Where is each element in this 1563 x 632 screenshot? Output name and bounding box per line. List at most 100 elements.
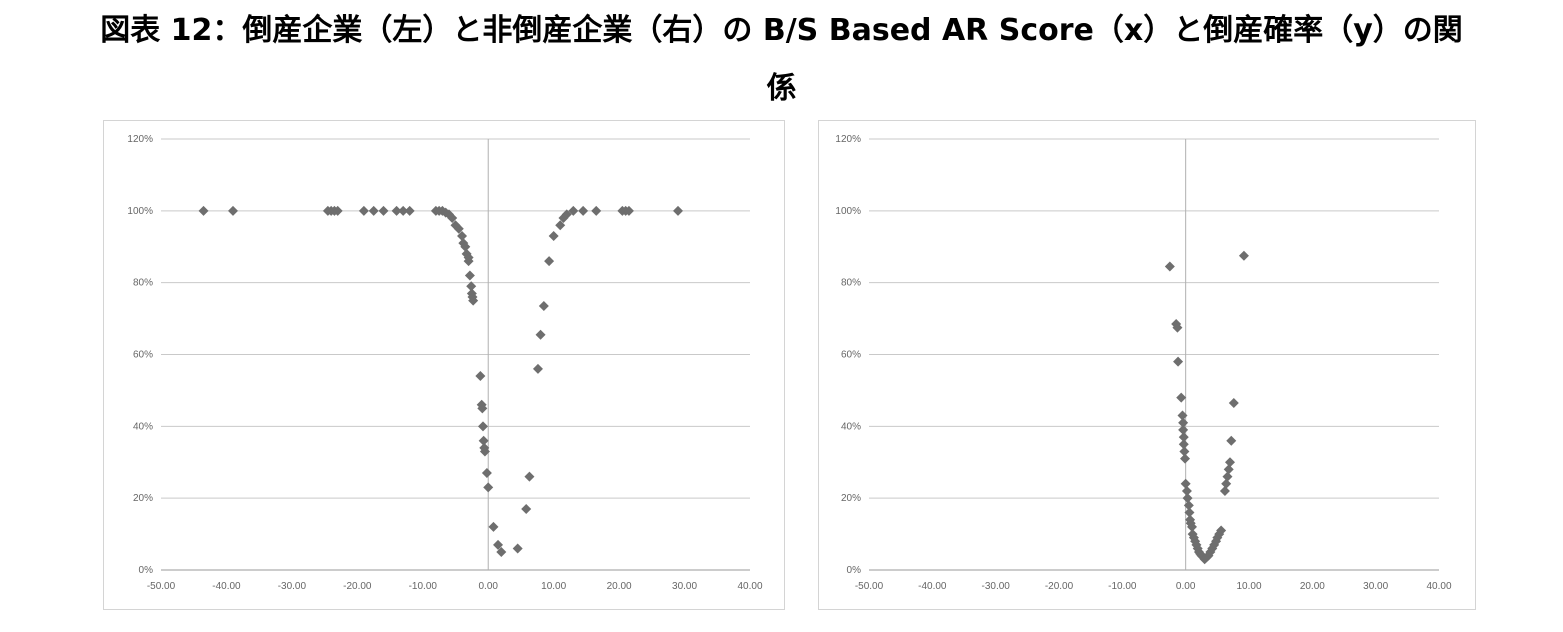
left-data-point [404, 205, 415, 216]
left-x-tick-label: 30.00 [672, 581, 697, 592]
right-data-point [1181, 485, 1192, 496]
left-data-point [568, 205, 579, 216]
right-x-tick-label: -10.00 [1108, 581, 1137, 592]
chart-bankrupt-companies: 0% 20% 40% 60% 80% 100% 120% -50.00 -40.00 -30.00… [103, 120, 785, 610]
left-x-tick-label: -10.00 [409, 581, 438, 592]
figure-title: 図表 12：倒産企業（左）と非倒産企業（右）の B/S Based AR Sco… [100, 13, 1463, 48]
right-x-tick-label: -50.00 [855, 581, 884, 592]
left-data-point [558, 213, 569, 224]
left-data-point [532, 363, 543, 374]
right-data-point [1180, 478, 1191, 489]
right-data-point [1179, 446, 1190, 457]
figure-title-continuation: 係 [766, 71, 797, 106]
right-data-point [1203, 550, 1214, 561]
left-x-tick-label: -40.00 [212, 581, 241, 592]
left-data-point [544, 256, 555, 267]
right-data-point [1178, 417, 1189, 428]
left-data-point [496, 547, 507, 558]
left-x-tick-label: -20.00 [343, 581, 372, 592]
left-data-point [358, 205, 369, 216]
left-x-tick-label: 40.00 [737, 581, 762, 592]
right-data-point [1228, 397, 1239, 408]
left-data-point [457, 230, 468, 241]
left-data-point [466, 281, 477, 292]
right-data-point [1183, 500, 1194, 511]
left-data-point [479, 446, 490, 457]
right-y-tick-label: 100% [835, 206, 861, 217]
scatter-plot-left: 0% 20% 40% 60% 80% 100% 120% -50.00 -40.00 -30.00… [127, 134, 763, 592]
left-data-point [524, 471, 535, 482]
left-data-point [464, 270, 475, 281]
right-x-tick-label: -30.00 [981, 581, 1010, 592]
left-x-tick-label: 20.00 [607, 581, 632, 592]
left-data-point [591, 205, 602, 216]
right-y-tick-label: 80% [841, 278, 861, 289]
right-data-point [1223, 464, 1234, 475]
chart-non-bankrupt-companies: 0% 20% 40% 60% 80% 100% 120% -50.00 -40.00 -30.00… [818, 120, 1476, 610]
left-data-point [368, 205, 379, 216]
left-data-point [332, 205, 343, 216]
left-data-point [477, 421, 488, 432]
left-data-point [521, 503, 532, 514]
right-data-point [1164, 261, 1175, 272]
left-y-tick-label: 80% [133, 278, 153, 289]
left-data-point [437, 205, 448, 216]
left-data-point [548, 230, 559, 241]
right-y-tick-label: 60% [841, 350, 861, 361]
left-data-point [461, 248, 472, 259]
left-data-point [463, 256, 474, 267]
left-data-point [512, 543, 523, 554]
left-data-point [460, 241, 471, 252]
right-data-point [1216, 525, 1227, 536]
right-data-point [1173, 356, 1184, 367]
left-y-tick-label: 100% [127, 206, 153, 217]
right-y-tick-label: 0% [847, 565, 862, 576]
right-x-tick-label: 40.00 [1426, 581, 1451, 592]
left-data-point [398, 205, 409, 216]
right-data-point [1187, 521, 1197, 532]
right-y-tick-label: 40% [841, 421, 861, 432]
left-data-point [481, 468, 492, 479]
left-y-tick-label: 120% [127, 134, 153, 145]
right-y-tick-label: 20% [841, 493, 861, 504]
left-data-point [673, 205, 684, 216]
left-data-point [623, 205, 634, 216]
left-data-point [488, 521, 499, 532]
right-data-point [1225, 457, 1235, 468]
left-data-point [478, 435, 489, 446]
right-data-point [1219, 485, 1230, 496]
right-data-point [1178, 424, 1189, 435]
left-data-point [535, 329, 546, 340]
right-y-tick-label: 120% [835, 134, 861, 145]
left-data-point [538, 301, 549, 312]
right-data-point [1214, 529, 1225, 540]
left-y-tick-label: 40% [133, 421, 153, 432]
right-x-tick-label: 20.00 [1300, 581, 1325, 592]
right-data-point [1221, 478, 1232, 489]
left-x-tick-label: 0.00 [478, 581, 498, 592]
right-data-point [1172, 322, 1183, 333]
left-data-point [475, 371, 486, 382]
left-data-point [447, 213, 458, 224]
left-data-point [578, 205, 589, 216]
left-y-tick-label: 20% [133, 493, 153, 504]
right-x-tick-label: -20.00 [1045, 581, 1074, 592]
left-data-point [227, 205, 238, 216]
left-data-point [453, 223, 464, 234]
right-x-tick-label: 30.00 [1363, 581, 1388, 592]
right-data-point [1226, 435, 1237, 446]
right-data-point [1176, 392, 1187, 403]
left-data-point [391, 205, 402, 216]
left-x-tick-label: -50.00 [147, 581, 176, 592]
scatter-plot-right: 0% 20% 40% 60% 80% 100% 120% -50.00 -40.00 -30.00… [835, 134, 1452, 592]
left-data-point [561, 209, 572, 220]
left-data-point [483, 482, 494, 493]
left-data-point [378, 205, 389, 216]
left-x-tick-label: -30.00 [278, 581, 307, 592]
left-data-point [477, 403, 488, 414]
left-y-tick-label: 0% [139, 565, 154, 576]
left-data-point [198, 205, 209, 216]
right-data-point [1178, 439, 1189, 450]
right-data-point [1238, 250, 1249, 261]
right-data-point [1177, 410, 1188, 421]
